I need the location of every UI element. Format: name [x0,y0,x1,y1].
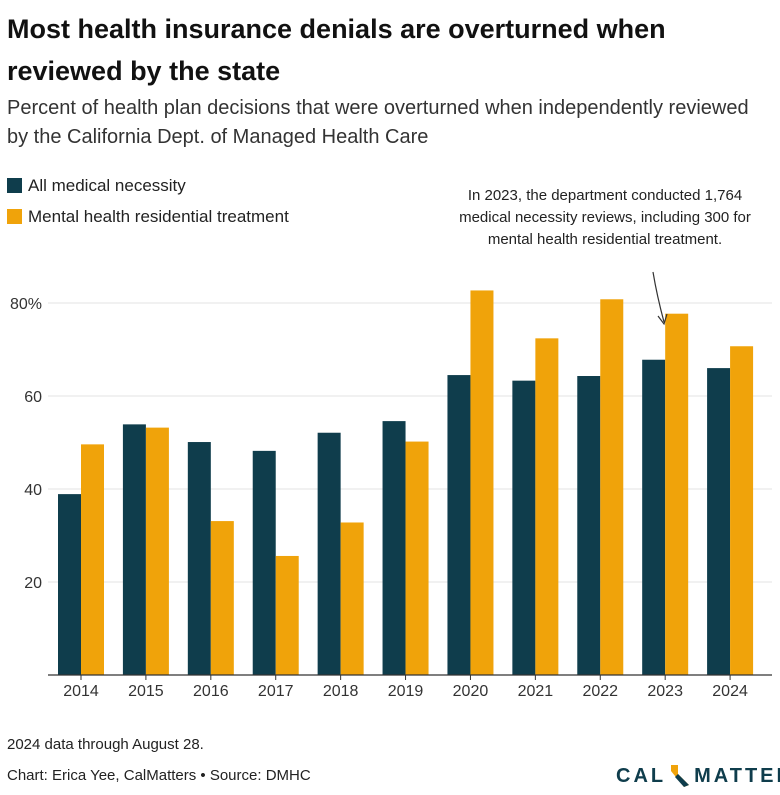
y-tick-label: 80% [10,296,42,313]
y-tick-label: 60 [24,389,42,406]
bar-chart: 20 40 60 80% 2014 2015 2016 2017 2018 2019 2020 202… [10,271,772,700]
annotation-2023: In 2023, the department conducted 1,764 … [459,187,751,248]
x-tick-label: 2019 [388,683,424,700]
bar-mental-health-2019 [405,441,429,675]
bar-mental-health-2022 [600,299,624,675]
x-tick-label: 2021 [518,683,554,700]
bar-all-medical-2022 [577,376,601,675]
legend-label-mental-health: Mental health residential treatment [28,206,289,226]
x-tick-label: 2022 [582,683,618,700]
x-tick-label: 2015 [128,683,164,700]
bar-all-medical-2017 [252,450,276,675]
footer-credit: Chart: Erica Yee, CalMatters • Source: D… [7,767,311,784]
logo-text-left: CAL [616,764,667,787]
x-tick-label: 2024 [712,683,748,700]
legend-label-all-medical: All medical necessity [28,175,186,195]
bar-all-medical-2019 [382,421,406,675]
chart-subtitle: Percent of health plan decisions that we… [7,97,749,148]
x-tick-label: 2018 [323,683,359,700]
x-tick-label: 2023 [647,683,683,700]
bar-mental-health-2014 [81,444,104,675]
bar-mental-health-2016 [210,521,234,675]
bar-all-medical-2021 [512,380,536,675]
x-tick-label: 2020 [453,683,489,700]
bars-layer [58,290,754,675]
chart-title: Most health insurance denials are overtu… [7,14,666,86]
x-tick-label: 2014 [63,683,99,700]
legend-swatch-all-medical [7,178,22,193]
annotation-arrow [652,271,668,326]
y-tick-label: 20 [24,575,42,592]
legend-item-mental-health: Mental health residential treatment [7,201,289,232]
bar-mental-health-2018 [340,522,364,675]
bar-mental-health-2015 [145,427,169,675]
bar-mental-health-2024 [730,346,754,675]
bar-mental-health-2020 [470,290,494,675]
bar-all-medical-2015 [122,424,146,675]
logo-text-right: MATTERS [694,764,780,787]
legend-item-all-medical: All medical necessity [7,170,289,201]
bar-all-medical-2014 [58,494,81,675]
bar-all-medical-2024 [707,368,731,675]
bar-all-medical-2020 [447,375,471,675]
x-tick-label: 2017 [258,683,294,700]
bar-mental-health-2017 [275,555,299,675]
footer-note: 2024 data through August 28. [7,736,204,753]
axis-layer: 20 40 60 80% 2014 2015 2016 2017 2018 2019 2020 202… [10,296,772,700]
bar-mental-health-2023 [665,313,689,675]
bar-all-medical-2018 [317,432,341,675]
y-tick-label: 40 [24,482,42,499]
legend-swatch-mental-health [7,209,22,224]
bar-all-medical-2023 [642,359,666,675]
calmatters-logo[interactable]: CAL MATTERS [616,763,780,789]
california-state-icon [671,765,690,787]
legend: All medical necessity Mental health resi… [7,170,289,232]
bar-mental-health-2021 [535,338,559,675]
x-tick-label: 2016 [193,683,229,700]
bar-all-medical-2016 [187,442,211,675]
